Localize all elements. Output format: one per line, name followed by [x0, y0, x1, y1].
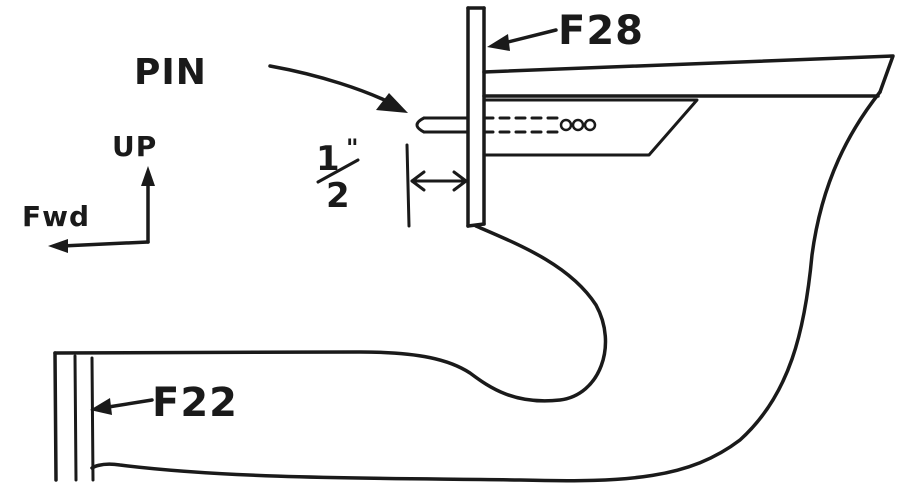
hull-outline	[90, 90, 882, 483]
half-inch-dimension: 1 " 2	[316, 134, 468, 228]
f28-leader-arrow	[487, 28, 558, 51]
fwd-label: Fwd	[22, 200, 90, 233]
pin-thread-end	[559, 118, 597, 132]
f28-bulkhead	[466, 6, 486, 228]
pin-label: PIN	[134, 52, 207, 93]
half-denominator: 2	[326, 176, 351, 216]
upper-structure	[482, 54, 895, 157]
f22-bulkhead	[53, 351, 95, 482]
f22-label: F22	[152, 380, 238, 426]
up-label: UP	[112, 130, 157, 163]
orientation-axes	[48, 166, 155, 253]
half-numerator: 1	[316, 139, 341, 179]
pin	[415, 116, 597, 134]
f22-leader-arrow	[90, 398, 154, 415]
f28-label: F28	[558, 8, 644, 54]
hook-outline	[53, 224, 608, 403]
half-inch-mark: "	[346, 134, 360, 162]
pin-leader-arrow	[268, 64, 408, 113]
